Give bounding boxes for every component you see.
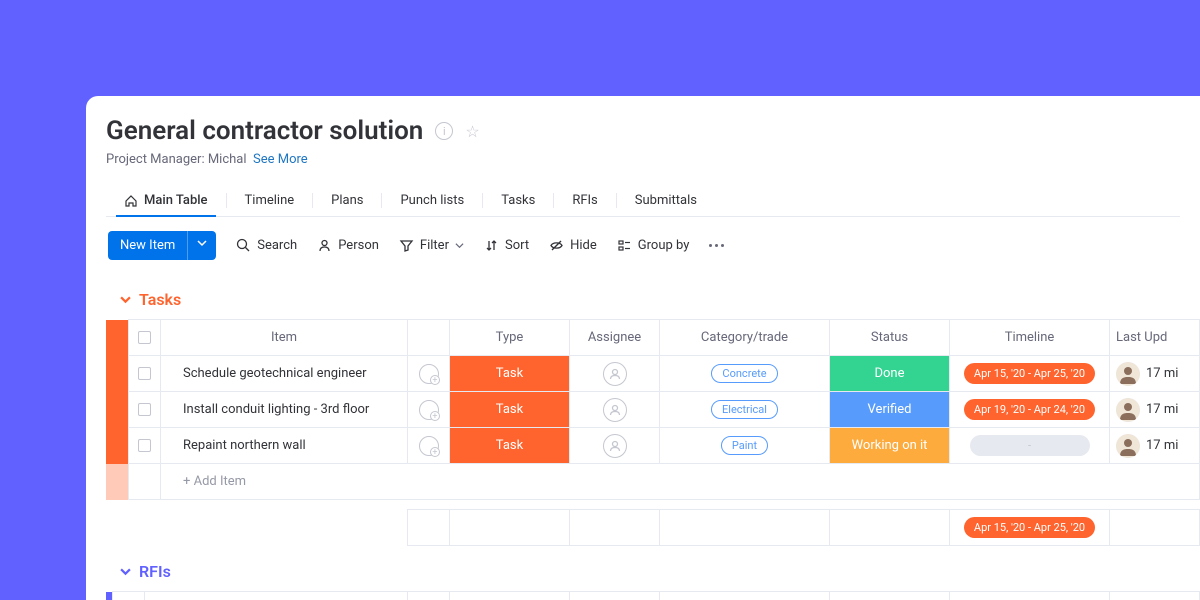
chevron-down-icon bbox=[120, 566, 131, 577]
assignee-empty[interactable] bbox=[603, 398, 627, 422]
category-pill[interactable]: Concrete bbox=[711, 364, 777, 383]
person-button[interactable]: Person bbox=[317, 238, 379, 253]
column-last-updated[interactable]: Last Upd bbox=[1110, 320, 1200, 356]
chevron-down-icon bbox=[455, 241, 464, 250]
info-icon[interactable]: i bbox=[435, 122, 453, 140]
dots-icon bbox=[709, 244, 724, 247]
column-type[interactable]: Type bbox=[450, 592, 570, 600]
assignee-empty[interactable] bbox=[603, 434, 627, 458]
group-header[interactable]: Tasks bbox=[106, 284, 1200, 319]
row-checkbox[interactable] bbox=[138, 439, 151, 452]
chat-icon[interactable] bbox=[419, 400, 439, 420]
chat-icon[interactable] bbox=[419, 436, 439, 456]
chat-icon[interactable] bbox=[419, 364, 439, 384]
search-button[interactable]: Search bbox=[236, 238, 297, 253]
group-rfis: RFIs Item TypeAssigneeCategory/tradeStatus… bbox=[106, 556, 1200, 600]
item-name[interactable]: Schedule geotechnical engineer bbox=[161, 356, 408, 392]
table-row[interactable]: Repaint northern wall Task Paint Working on… bbox=[106, 428, 1200, 464]
chevron-down-icon[interactable] bbox=[187, 231, 216, 260]
timeline-pill[interactable]: Apr 19, '20 - Apr 24, '20 bbox=[964, 399, 1095, 420]
updater-avatar bbox=[1116, 398, 1140, 422]
timeline-empty[interactable]: - bbox=[970, 435, 1090, 456]
column-type[interactable]: Type bbox=[450, 320, 570, 356]
row-checkbox[interactable] bbox=[138, 367, 151, 380]
table-row[interactable]: Install conduit lighting - 3rd floor Task… bbox=[106, 392, 1200, 428]
column-timeline[interactable]: Timeline bbox=[950, 592, 1110, 600]
person-icon bbox=[317, 238, 332, 253]
group-name: RFIs bbox=[139, 562, 171, 581]
item-name[interactable]: Repaint northern wall bbox=[161, 428, 408, 464]
last-updated-cell: 17 mi bbox=[1116, 362, 1199, 386]
table-header-row: Item TypeAssigneeCategory/tradeStatusTime… bbox=[106, 320, 1200, 356]
page-subtitle: Project Manager: Michal See More bbox=[106, 152, 1180, 167]
assignee-empty[interactable] bbox=[603, 362, 627, 386]
toolbar: New Item Search Person bbox=[106, 231, 1180, 260]
type-cell[interactable]: Task bbox=[450, 392, 569, 427]
summary-row: Apr 15, '20 - Apr 25, '20 bbox=[106, 510, 1200, 546]
sort-icon bbox=[484, 238, 499, 253]
group-name: Tasks bbox=[139, 290, 181, 309]
hide-icon bbox=[549, 238, 564, 253]
more-menu-button[interactable] bbox=[709, 244, 724, 247]
status-cell[interactable]: Working on it bbox=[830, 428, 949, 463]
search-icon bbox=[236, 238, 251, 253]
tab-submittals[interactable]: Submittals bbox=[617, 185, 715, 216]
group-table: Item TypeAssigneeCategory/tradeStatusTime… bbox=[106, 319, 1200, 546]
group-header[interactable]: RFIs bbox=[106, 556, 1200, 591]
see-more-link[interactable]: See More bbox=[253, 152, 308, 167]
last-updated-cell: 17 mi bbox=[1116, 398, 1199, 422]
last-updated-cell: 17 mi bbox=[1116, 434, 1199, 458]
new-item-button[interactable]: New Item bbox=[108, 231, 216, 260]
tab-punch-lists[interactable]: Punch lists bbox=[382, 185, 482, 216]
hide-button[interactable]: Hide bbox=[549, 238, 597, 253]
table-row[interactable]: Schedule geotechnical engineer Task Concre… bbox=[106, 356, 1200, 392]
updater-avatar bbox=[1116, 434, 1140, 458]
tab-timeline[interactable]: Timeline bbox=[227, 185, 313, 216]
group-by-button[interactable]: Group by bbox=[617, 238, 690, 253]
home-icon bbox=[124, 194, 138, 208]
group-by-icon bbox=[617, 238, 632, 253]
page-title: General contractor solution bbox=[106, 116, 423, 146]
add-item-row[interactable]: + Add Item bbox=[106, 464, 1200, 500]
summary-timeline: Apr 15, '20 - Apr 25, '20 bbox=[964, 517, 1095, 538]
group-table: Item TypeAssigneeCategory/tradeStatusTime… bbox=[106, 591, 1200, 600]
tab-main-table[interactable]: Main Table bbox=[106, 185, 226, 216]
tab-tasks[interactable]: Tasks bbox=[483, 185, 553, 216]
category-pill[interactable]: Paint bbox=[721, 436, 768, 455]
column-assignee[interactable]: Assignee bbox=[570, 320, 660, 356]
select-all-checkbox[interactable] bbox=[138, 331, 151, 344]
status-cell[interactable]: Done bbox=[830, 356, 949, 391]
type-cell[interactable]: Task bbox=[450, 356, 569, 391]
item-name[interactable]: Install conduit lighting - 3rd floor bbox=[161, 392, 408, 428]
filter-icon bbox=[399, 238, 414, 253]
updater-avatar bbox=[1116, 362, 1140, 386]
app-window: General contractor solution i ☆ Project … bbox=[86, 96, 1200, 600]
table-header-row: Item TypeAssigneeCategory/tradeStatusTime… bbox=[106, 592, 1200, 600]
column-timeline[interactable]: Timeline bbox=[950, 320, 1110, 356]
column-status[interactable]: Status bbox=[830, 320, 950, 356]
view-tabs: Main TableTimelinePlansPunch listsTasksR… bbox=[106, 185, 1180, 217]
column-category[interactable]: Category/trade bbox=[660, 320, 830, 356]
column-item[interactable]: Item bbox=[161, 320, 408, 356]
groups-container: TasksItemTypeAssigneeCategory/tradeStatu… bbox=[106, 284, 1200, 600]
tab-rfis[interactable]: RFIs bbox=[554, 185, 615, 216]
column-last-updated[interactable]: Last Upd bbox=[1110, 592, 1200, 600]
column-assignee[interactable]: Assignee bbox=[570, 592, 660, 600]
chevron-down-icon bbox=[120, 294, 131, 305]
type-cell[interactable]: Task bbox=[450, 428, 569, 463]
page-header: General contractor solution i ☆ Project … bbox=[106, 116, 1200, 260]
timeline-pill[interactable]: Apr 15, '20 - Apr 25, '20 bbox=[964, 363, 1095, 384]
filter-button[interactable]: Filter bbox=[399, 238, 464, 253]
column-item[interactable]: Item bbox=[144, 592, 408, 600]
column-category[interactable]: Category/trade bbox=[660, 592, 830, 600]
row-checkbox[interactable] bbox=[138, 403, 151, 416]
category-pill[interactable]: Electrical bbox=[711, 400, 778, 419]
star-icon[interactable]: ☆ bbox=[465, 122, 479, 141]
column-status[interactable]: Status bbox=[830, 592, 950, 600]
tab-plans[interactable]: Plans bbox=[313, 185, 381, 216]
status-cell[interactable]: Verified bbox=[830, 392, 949, 427]
sort-button[interactable]: Sort bbox=[484, 238, 529, 253]
group-tasks: Tasks Item TypeAssigneeCategory/tradeStatu… bbox=[106, 284, 1200, 546]
